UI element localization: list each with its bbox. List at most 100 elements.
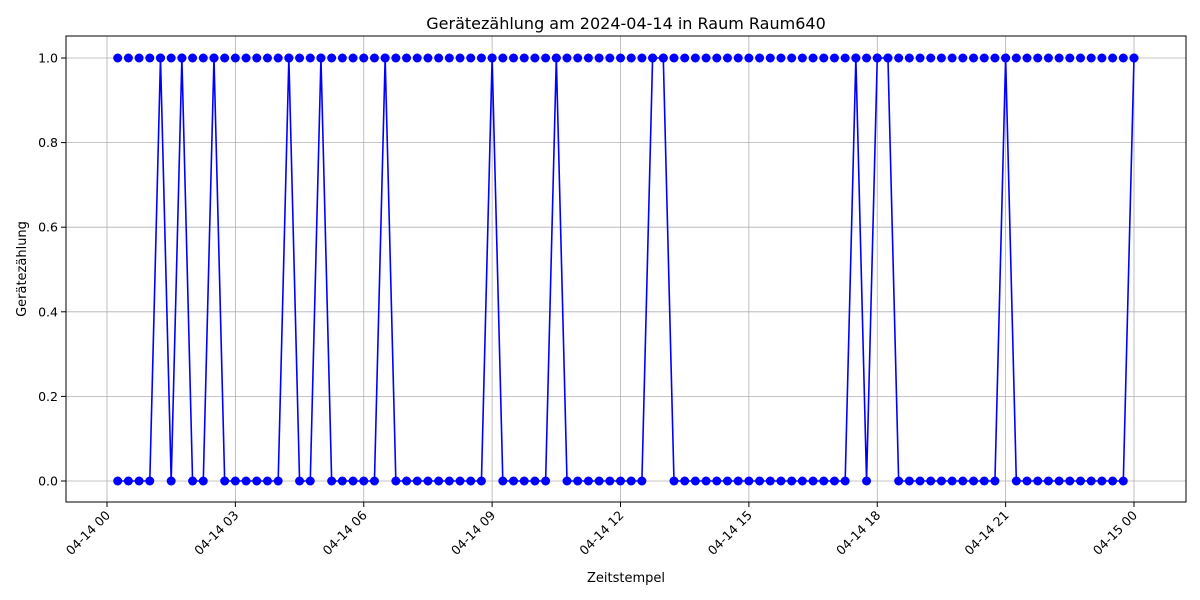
data-point <box>904 476 914 486</box>
data-point <box>305 53 315 63</box>
data-point <box>851 53 861 63</box>
data-point <box>862 53 872 63</box>
data-point <box>241 53 251 63</box>
data-point <box>434 53 444 63</box>
data-point <box>722 476 732 486</box>
data-point <box>337 53 347 63</box>
data-point <box>519 53 529 63</box>
data-point <box>1033 53 1043 63</box>
data-point <box>712 476 722 486</box>
data-point <box>1097 476 1107 486</box>
data-point <box>947 476 957 486</box>
data-point <box>1011 476 1021 486</box>
data-point <box>829 53 839 63</box>
data-point <box>808 476 818 486</box>
data-point <box>348 476 358 486</box>
data-point <box>594 53 604 63</box>
data-point <box>616 53 625 63</box>
data-point <box>765 53 775 63</box>
data-point <box>509 476 519 486</box>
data-point <box>455 476 465 486</box>
data-point <box>498 53 508 63</box>
data-point <box>958 476 968 486</box>
y-axis-label: Gerätezählung <box>15 221 30 317</box>
y-tick-label: 0.0 <box>38 474 58 489</box>
data-point <box>979 476 989 486</box>
data-point <box>177 53 187 63</box>
y-tick-label: 0.2 <box>38 389 58 404</box>
data-point <box>305 476 315 486</box>
data-point <box>476 476 486 486</box>
x-axis-label: Zeitstempel <box>587 571 665 586</box>
data-point <box>188 53 198 63</box>
data-point <box>787 53 797 63</box>
data-point <box>262 53 272 63</box>
data-point <box>1033 476 1043 486</box>
data-point <box>722 53 732 63</box>
data-point <box>819 53 829 63</box>
data-point <box>166 53 176 63</box>
data-point <box>765 476 775 486</box>
data-point <box>423 476 433 486</box>
data-point <box>862 476 872 486</box>
data-point <box>1011 53 1021 63</box>
data-point <box>616 476 625 486</box>
data-point <box>1022 53 1032 63</box>
data-point <box>145 476 155 486</box>
data-point <box>134 53 144 63</box>
data-point <box>402 476 412 486</box>
data-point <box>359 476 369 486</box>
data-point <box>252 476 262 486</box>
data-point <box>252 53 262 63</box>
plot-frame <box>65 35 1187 503</box>
data-point <box>391 53 401 63</box>
data-point <box>487 53 497 63</box>
data-point <box>134 476 144 486</box>
data-point <box>840 476 850 486</box>
data-point <box>979 53 989 63</box>
data-point <box>797 53 807 63</box>
data-point <box>1065 53 1075 63</box>
data-point <box>829 476 839 486</box>
data-point <box>1054 476 1064 486</box>
data-point <box>915 53 925 63</box>
data-point <box>369 476 379 486</box>
data-point <box>1076 476 1086 486</box>
data-point <box>402 53 412 63</box>
data-point <box>808 53 818 63</box>
data-point <box>423 53 433 63</box>
data-point <box>680 476 690 486</box>
data-point <box>273 53 283 63</box>
data-point <box>733 476 743 486</box>
data-point <box>444 476 454 486</box>
data-point <box>819 476 829 486</box>
data-point <box>562 476 572 486</box>
data-point <box>230 53 240 63</box>
data-point <box>637 53 647 63</box>
data-point <box>1086 53 1096 63</box>
data-point <box>209 53 219 63</box>
data-point <box>530 53 540 63</box>
data-point <box>359 53 369 63</box>
data-point <box>166 476 176 486</box>
data-point <box>530 476 540 486</box>
data-point <box>926 476 936 486</box>
data-point <box>123 476 133 486</box>
data-point <box>498 476 508 486</box>
data-point <box>155 53 165 63</box>
data-point <box>295 476 305 486</box>
data-point <box>541 476 551 486</box>
data-point <box>327 53 337 63</box>
data-point <box>284 53 294 63</box>
data-point <box>412 53 422 63</box>
data-point <box>1043 53 1053 63</box>
data-point <box>1118 476 1128 486</box>
data-point <box>327 476 337 486</box>
data-point <box>626 53 636 63</box>
data-point <box>220 53 230 63</box>
data-point <box>894 53 904 63</box>
data-point <box>337 476 347 486</box>
data-point <box>787 476 797 486</box>
data-point <box>583 53 593 63</box>
